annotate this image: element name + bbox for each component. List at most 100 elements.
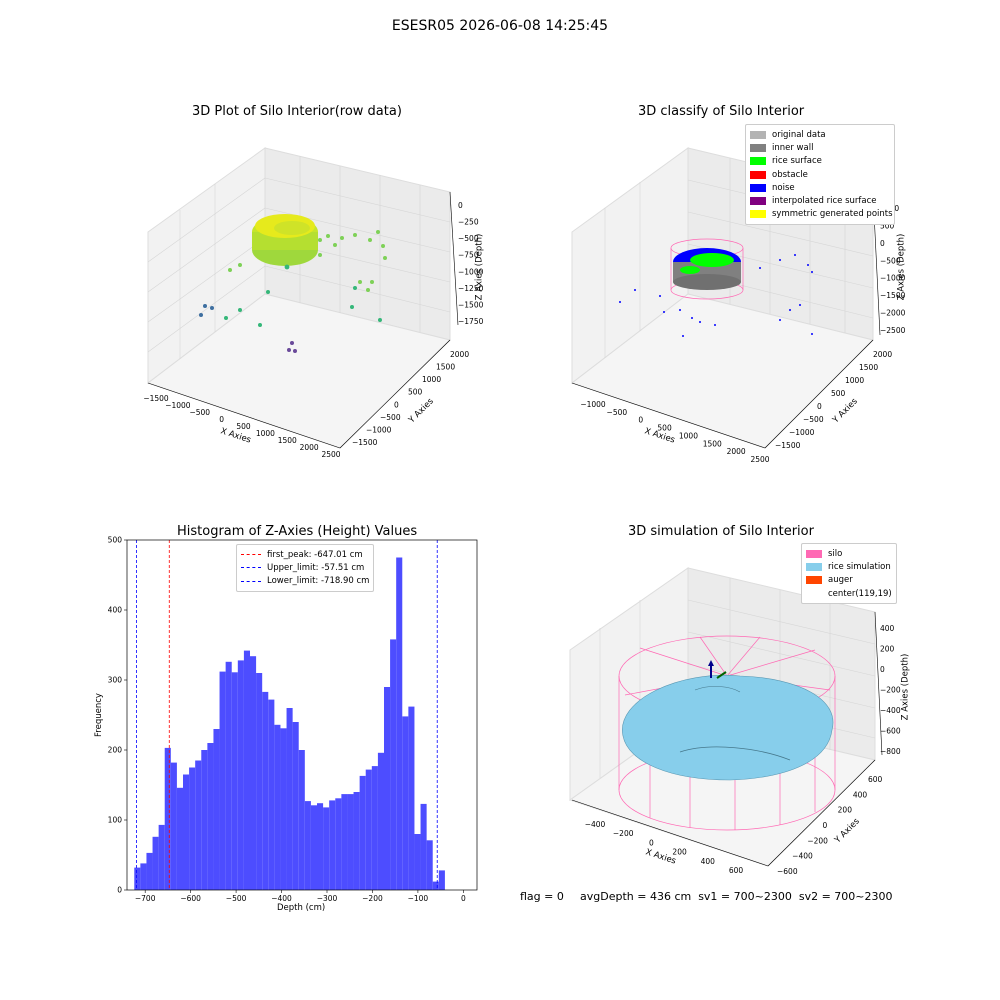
- cls-z-tick: −2500: [880, 326, 906, 335]
- sim-y-tick: −600: [777, 867, 798, 876]
- histogram-bar: [335, 798, 342, 890]
- simulation-x-axis-label: X Axies: [644, 847, 678, 867]
- sim-x-tick: 600: [729, 866, 744, 875]
- histogram-bar: [158, 824, 165, 890]
- histogram-bar: [134, 867, 141, 890]
- raw-x-tick: −1000: [165, 401, 191, 410]
- cls-y-tick: 2000: [873, 350, 892, 359]
- simulation-legend-entry: auger: [806, 574, 892, 587]
- simulation-z-axis-label: Z Axies (Depth): [900, 653, 911, 721]
- simulation-legend-entry: center(119,19): [806, 587, 892, 600]
- histogram-bar: [298, 750, 305, 890]
- histogram-bar: [304, 801, 311, 890]
- cls-x-tick: 1000: [679, 431, 698, 440]
- histogram-bar: [414, 834, 421, 890]
- histogram-bar: [286, 708, 293, 890]
- classify-legend-entry: rice surface: [750, 155, 890, 168]
- raw-plot-title: 3D Plot of Silo Interior(row data): [192, 104, 402, 119]
- raw-y-tick: 1500: [436, 363, 455, 372]
- raw-x-axis-label: X Axies: [219, 426, 253, 446]
- classify-legend-label: rice surface: [772, 156, 822, 167]
- histogram-bar: [146, 852, 153, 890]
- cls-y-tick: −500: [803, 415, 824, 424]
- histogram-legend-entry: first_peak: -647.01 cm: [241, 548, 369, 561]
- histogram-bar: [323, 807, 330, 890]
- raw-x-tick: 1500: [278, 436, 297, 445]
- cls-y-tick: 1500: [859, 363, 878, 372]
- flag-status: flag = 0: [520, 890, 564, 903]
- raw-y-tick: −1500: [352, 438, 378, 447]
- classify-legend-label: obstacle: [772, 169, 808, 180]
- histogram-bar: [371, 766, 378, 890]
- classify-x-axis-label: X Axies: [643, 426, 677, 446]
- sim-x-tick: 0: [649, 838, 654, 847]
- raw-y-tick: 500: [408, 388, 423, 397]
- histogram-legend-label: Upper_limit: -57.51 cm: [267, 562, 365, 573]
- raw-y-tick: 1000: [422, 375, 441, 384]
- classify-y-axis-label: Y Axies: [830, 396, 860, 426]
- classify-legend-entry: symmetric generated points: [750, 208, 893, 221]
- sim-y-tick: 400: [853, 790, 868, 799]
- classify-legend-swatch: [750, 197, 766, 206]
- histogram-legend-swatch: [241, 580, 261, 582]
- histogram-bar: [365, 769, 372, 890]
- classify-legend: original data inner wall rice surface obsta…: [745, 124, 895, 226]
- simulation-legend-swatch: [806, 576, 822, 585]
- histogram-bar: [384, 687, 391, 890]
- histogram-bar: [225, 661, 232, 890]
- histogram-frame: [126, 539, 478, 891]
- histogram-bar: [189, 767, 196, 890]
- cls-y-tick: 500: [831, 389, 846, 398]
- simulation-legend-label: rice simulation: [828, 561, 891, 572]
- cls-x-tick: −1000: [580, 400, 606, 409]
- simulation-legend-entry: rice simulation: [806, 560, 892, 573]
- raw-y-tick: 2000: [450, 350, 469, 359]
- histogram-x-tick-label: −400: [271, 894, 292, 903]
- histogram-x-tick-label: −300: [317, 894, 338, 903]
- histogram-y-tick-label: 0: [117, 886, 122, 895]
- histogram-bar: [347, 794, 354, 890]
- cls-y-tick: −1500: [775, 441, 801, 450]
- raw-y-tick: −500: [380, 413, 401, 422]
- simulation-legend-swatch: [806, 562, 822, 571]
- histogram-y-tick-label: 400: [108, 606, 123, 615]
- histogram-legend-label: Lower_limit: -718.90 cm: [267, 576, 370, 587]
- histogram-bar: [170, 762, 177, 890]
- histogram-x-tick-label: −700: [135, 894, 156, 903]
- histogram-bar: [152, 836, 159, 890]
- classify-legend-swatch: [750, 130, 766, 139]
- classify-legend-entry: obstacle: [750, 168, 890, 181]
- classify-legend-swatch: [750, 143, 766, 152]
- histogram-legend-label: first_peak: -647.01 cm: [267, 549, 363, 560]
- classify-legend-swatch: [750, 157, 766, 166]
- histogram-bar: [268, 699, 275, 890]
- histogram-bar: [176, 787, 183, 890]
- simulation-legend-swatch: [806, 549, 822, 558]
- cls-x-tick: −500: [607, 408, 628, 417]
- raw-y-tick: 0: [394, 400, 399, 409]
- histogram-bar: [243, 650, 250, 890]
- histogram-bar: [317, 803, 324, 890]
- raw-x-tick: 2500: [321, 450, 340, 459]
- histogram-bar: [341, 794, 348, 890]
- histogram-bar: [432, 881, 439, 890]
- cls-z-tick: −2000: [880, 309, 906, 318]
- histogram-x-tick-label: −600: [180, 894, 201, 903]
- raw-x-tick: 2000: [300, 443, 319, 452]
- sim-z-tick: −600: [880, 727, 901, 736]
- histogram-bar: [402, 716, 409, 890]
- sim-z-tick: 200: [880, 645, 895, 654]
- histogram-bar: [213, 729, 220, 890]
- simulation-legend-label: silo: [828, 548, 843, 559]
- histogram-x-tick-label: 0: [461, 894, 466, 903]
- histogram-y-tick-label: 100: [108, 816, 123, 825]
- raw-y-axis-label: Y Axies: [406, 396, 436, 426]
- classify-legend-entry: inner wall: [750, 141, 890, 154]
- classify-legend-label: noise: [772, 182, 795, 193]
- sim-z-tick: −200: [880, 686, 901, 695]
- histogram-bar: [353, 792, 360, 890]
- histogram-x-tick-label: −500: [226, 894, 247, 903]
- sim-z-tick: 0: [880, 665, 885, 674]
- simulation-legend-label: auger: [828, 575, 853, 586]
- histogram-bar: [329, 800, 336, 890]
